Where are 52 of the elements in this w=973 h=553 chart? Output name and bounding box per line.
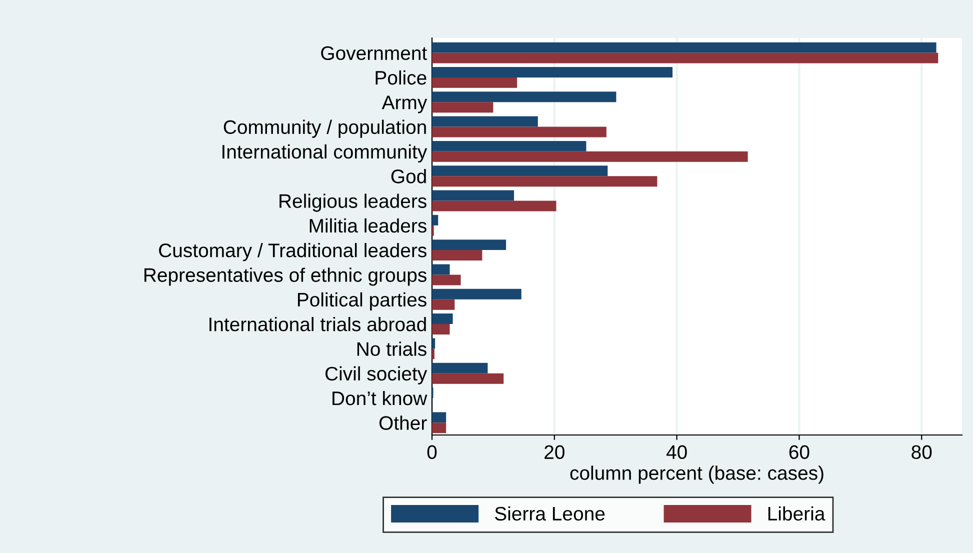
bar [432, 176, 658, 187]
bar [432, 264, 450, 275]
bar [432, 214, 438, 226]
legend-label: Sierra Leone [494, 506, 605, 521]
bar [432, 42, 936, 53]
y-tick-label: No trials [357, 342, 426, 356]
bar [432, 200, 556, 212]
x-axis-title: column percent (base: cases) [570, 466, 824, 484]
bar [432, 140, 586, 152]
bar [432, 126, 606, 138]
legend-label: Liberia [768, 506, 826, 521]
bar [432, 66, 673, 78]
x-tick-label: 60 [789, 445, 810, 460]
y-tick-label: God [391, 169, 426, 184]
y-tick-label: Representatives of ethnic groups [144, 268, 426, 286]
bar [432, 240, 506, 250]
x-tick-label: 20 [544, 445, 564, 460]
bar [432, 288, 522, 300]
y-tick-label: Government [321, 46, 428, 60]
y-tick-label: Community / population [224, 120, 426, 138]
y-tick-label: Religious leaders [280, 194, 426, 212]
bar [432, 116, 538, 127]
bar [432, 299, 455, 310]
bar [432, 77, 518, 88]
y-tick-label: Militia leaders [310, 218, 426, 233]
bar [432, 52, 938, 64]
bar [432, 102, 494, 113]
x-tick-label: 80 [912, 445, 932, 460]
y-tick-label: International community [222, 144, 428, 163]
bar [432, 151, 748, 162]
y-tick-label: Other [379, 416, 427, 430]
bar [432, 274, 461, 286]
y-tick-label: Customary / Traditional leaders [159, 243, 426, 262]
bar [432, 324, 450, 335]
bar [432, 314, 453, 324]
bar [432, 92, 616, 102]
bar [432, 373, 504, 384]
bar [432, 190, 514, 201]
bar [432, 338, 436, 349]
bar [432, 362, 488, 374]
bar [432, 250, 482, 261]
y-tick-label: Don’t know [332, 390, 428, 406]
y-tick-label: Police [376, 70, 426, 85]
y-tick-label: Civil society [325, 366, 428, 384]
x-tick-label: 0 [427, 445, 437, 460]
y-tick-label: Political parties [298, 292, 426, 310]
bar [432, 166, 608, 176]
bar [432, 412, 446, 423]
y-tick-label: Army [382, 96, 428, 114]
bar [432, 422, 446, 434]
y-tick-label: International trials abroad [210, 316, 426, 332]
x-tick-label: 40 [666, 445, 687, 460]
